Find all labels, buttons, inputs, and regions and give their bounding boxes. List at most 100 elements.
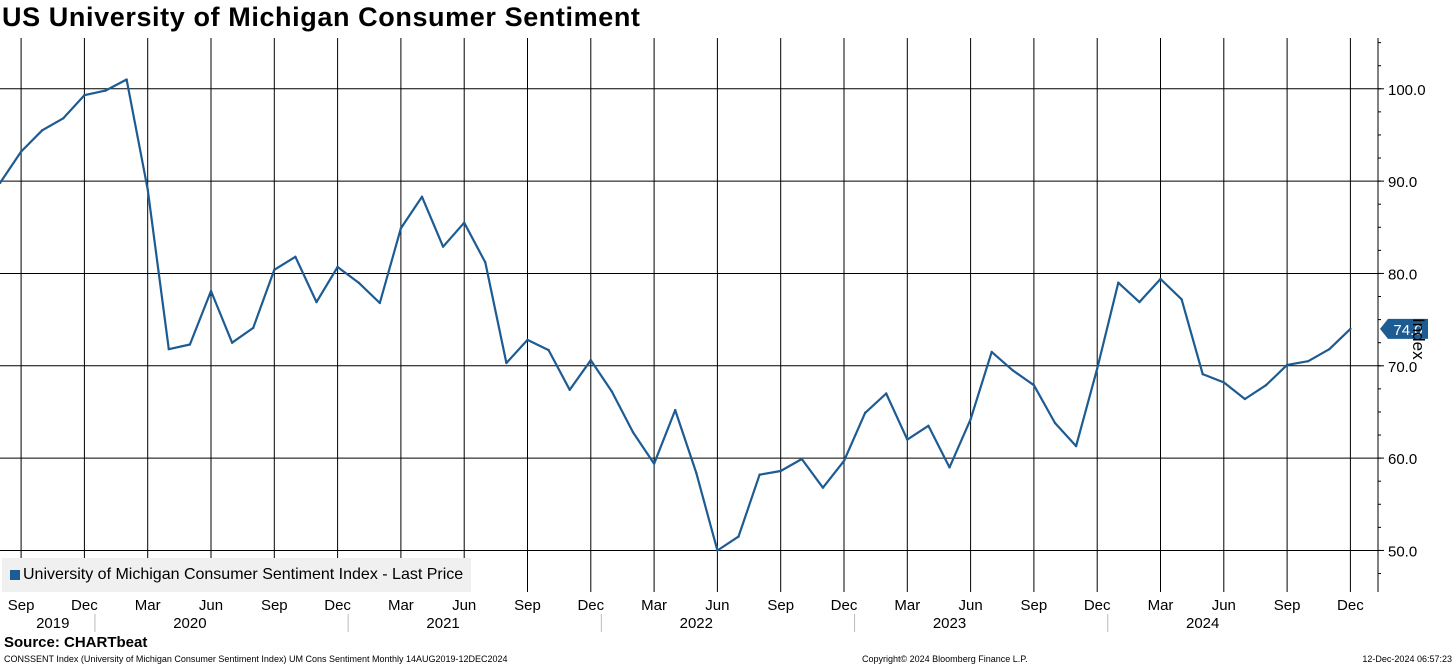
data-point — [906, 438, 909, 441]
data-point — [1138, 300, 1141, 304]
data-point — [885, 392, 888, 395]
y-tick-label: 80.0 — [1388, 266, 1417, 283]
data-point — [1053, 421, 1057, 425]
data-point — [1222, 381, 1226, 384]
data-point — [863, 411, 867, 415]
data-point — [315, 300, 318, 304]
data-point — [1328, 347, 1331, 351]
x-year-label: 2023 — [933, 615, 966, 632]
x-tick-label: Dec — [831, 597, 858, 614]
x-tick-label: Sep — [767, 597, 794, 614]
legend-label: University of Michigan Consumer Sentimen… — [23, 566, 464, 583]
x-tick-label: Dec — [71, 597, 98, 614]
data-point — [399, 227, 403, 230]
x-year-label: 2024 — [1186, 615, 1219, 632]
data-point — [1307, 359, 1310, 363]
data-point — [674, 408, 677, 412]
x-tick-label: Mar — [1148, 597, 1174, 614]
chart-legend: University of Michigan Consumer Sentimen… — [2, 558, 472, 592]
x-tick-label: Jun — [705, 597, 729, 614]
data-point — [526, 338, 529, 342]
x-tick-label: Jun — [452, 597, 476, 614]
x-tick-label: Sep — [514, 597, 541, 614]
x-tick-label: Dec — [1084, 597, 1111, 614]
data-point — [568, 388, 571, 391]
source-note: Source: CHARTbeat — [4, 634, 148, 651]
y-tick-label: 50.0 — [1388, 543, 1417, 560]
data-point — [1074, 444, 1078, 448]
data-point — [969, 418, 972, 421]
last-value-label: 74.0 — [1393, 322, 1422, 339]
data-point — [1096, 367, 1099, 370]
x-tick-label: Sep — [1274, 597, 1301, 614]
data-point — [1201, 372, 1204, 376]
x-tick-label: Jun — [199, 597, 223, 614]
data-point — [188, 343, 192, 346]
y-tick-label: 60.0 — [1388, 451, 1417, 468]
data-point — [41, 129, 44, 132]
data-point — [336, 265, 339, 269]
data-point — [737, 535, 740, 538]
x-tick-label: Sep — [1021, 597, 1048, 614]
data-point — [1032, 383, 1036, 387]
data-point — [146, 188, 149, 191]
x-year-label: 2022 — [680, 615, 713, 632]
data-point — [484, 261, 487, 264]
data-point — [83, 94, 86, 97]
data-point — [273, 268, 276, 271]
data-point — [589, 359, 592, 362]
x-year-label: 2019 — [36, 615, 69, 632]
x-tick-label: Mar — [894, 597, 920, 614]
legend-swatch — [10, 570, 20, 580]
data-point — [1159, 277, 1162, 281]
data-point — [209, 289, 213, 293]
x-tick-label: Mar — [388, 597, 414, 614]
x-tick-label: Jun — [959, 597, 983, 614]
chart-title: US University of Michigan Consumer Senti… — [2, 2, 641, 32]
data-point — [547, 348, 550, 352]
data-point — [230, 341, 234, 344]
data-point — [716, 549, 719, 552]
data-point — [19, 150, 23, 153]
x-tick-label: Jun — [1212, 597, 1236, 614]
data-point — [252, 326, 255, 330]
data-point — [652, 462, 656, 465]
data-point — [1285, 363, 1289, 367]
x-tick-label: Dec — [577, 597, 604, 614]
x-tick-label: Mar — [641, 597, 667, 614]
data-point — [1264, 383, 1268, 387]
data-point — [0, 181, 2, 185]
data-point — [62, 117, 65, 120]
data-point — [1349, 327, 1352, 331]
data-point — [948, 466, 951, 469]
data-point — [758, 473, 761, 476]
x-tick-label: Dec — [324, 597, 351, 614]
series-line — [0, 78, 1352, 552]
data-point — [463, 221, 466, 224]
data-point — [1243, 397, 1247, 401]
data-point — [779, 469, 782, 473]
data-point — [294, 255, 297, 259]
data-point — [420, 195, 424, 199]
x-tick-label: Dec — [1337, 597, 1364, 614]
x-tick-label: Sep — [261, 597, 288, 614]
data-point — [1180, 298, 1183, 301]
data-point — [927, 424, 930, 427]
footer-timestamp: 12-Dec-2024 06:57:23 — [1362, 654, 1452, 664]
data-point — [1011, 369, 1014, 372]
footer-ticker-info: CONSSENT Index (University of Michigan C… — [4, 654, 508, 664]
data-point — [125, 78, 128, 81]
data-point — [441, 245, 445, 248]
data-point — [990, 350, 993, 354]
y-axis-label: Index — [1409, 318, 1428, 360]
data-point — [357, 281, 360, 284]
data-point — [378, 301, 381, 305]
x-tick-label: Sep — [8, 597, 35, 614]
x-year-label: 2020 — [173, 615, 206, 632]
x-tick-label: Mar — [135, 597, 161, 614]
data-point — [800, 457, 803, 461]
data-point — [505, 361, 508, 365]
data-point — [821, 486, 825, 489]
data-point — [610, 390, 614, 393]
